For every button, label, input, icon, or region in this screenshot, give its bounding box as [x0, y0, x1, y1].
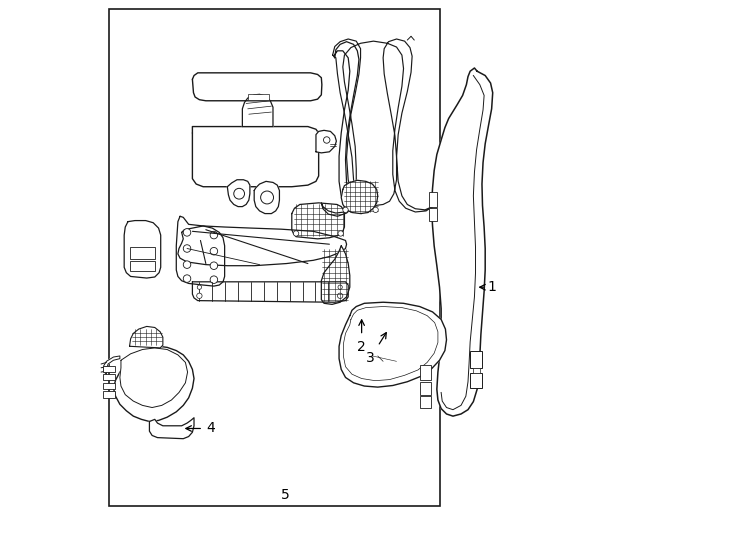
- Text: 2: 2: [357, 340, 366, 354]
- Circle shape: [343, 207, 348, 213]
- Text: 4: 4: [206, 422, 214, 435]
- Bar: [429, 192, 437, 207]
- Polygon shape: [292, 203, 344, 239]
- Circle shape: [233, 188, 244, 199]
- Circle shape: [324, 137, 330, 143]
- Polygon shape: [124, 220, 161, 278]
- Circle shape: [210, 247, 218, 255]
- Bar: [109, 9, 440, 507]
- Circle shape: [210, 262, 218, 269]
- Polygon shape: [178, 226, 346, 266]
- Polygon shape: [432, 68, 493, 416]
- Text: 5: 5: [281, 488, 290, 502]
- Bar: [470, 350, 482, 368]
- Circle shape: [338, 285, 342, 289]
- Bar: [420, 382, 432, 395]
- Bar: [103, 366, 115, 372]
- Circle shape: [261, 191, 274, 204]
- Polygon shape: [339, 302, 446, 387]
- Polygon shape: [341, 180, 378, 214]
- Polygon shape: [192, 126, 319, 187]
- Polygon shape: [114, 346, 194, 422]
- Polygon shape: [254, 181, 280, 214]
- Polygon shape: [103, 356, 120, 375]
- Circle shape: [197, 293, 202, 299]
- Bar: [473, 368, 480, 373]
- Circle shape: [210, 276, 218, 284]
- Polygon shape: [192, 282, 348, 302]
- Circle shape: [184, 261, 191, 268]
- Bar: [103, 383, 115, 389]
- Circle shape: [294, 231, 299, 236]
- Polygon shape: [242, 94, 273, 126]
- Circle shape: [373, 207, 378, 213]
- Bar: [420, 396, 432, 408]
- Polygon shape: [150, 418, 194, 438]
- Polygon shape: [192, 73, 322, 101]
- Polygon shape: [120, 348, 188, 408]
- Circle shape: [338, 293, 343, 299]
- Bar: [129, 261, 156, 271]
- Polygon shape: [176, 217, 225, 286]
- Bar: [429, 208, 437, 220]
- Text: 3: 3: [366, 350, 374, 365]
- Polygon shape: [321, 39, 436, 217]
- Polygon shape: [321, 246, 350, 305]
- Polygon shape: [316, 130, 336, 153]
- Circle shape: [184, 245, 191, 252]
- Polygon shape: [228, 180, 250, 207]
- Text: 1: 1: [487, 280, 496, 294]
- Circle shape: [210, 231, 218, 239]
- Bar: [129, 247, 156, 259]
- Bar: [420, 365, 432, 380]
- Circle shape: [338, 231, 344, 236]
- Circle shape: [184, 228, 191, 236]
- Polygon shape: [129, 326, 163, 348]
- Bar: [103, 392, 115, 398]
- Circle shape: [197, 285, 202, 289]
- Polygon shape: [334, 42, 362, 214]
- Bar: [103, 374, 115, 380]
- Bar: [248, 94, 269, 100]
- Bar: [470, 373, 482, 388]
- Circle shape: [184, 275, 191, 282]
